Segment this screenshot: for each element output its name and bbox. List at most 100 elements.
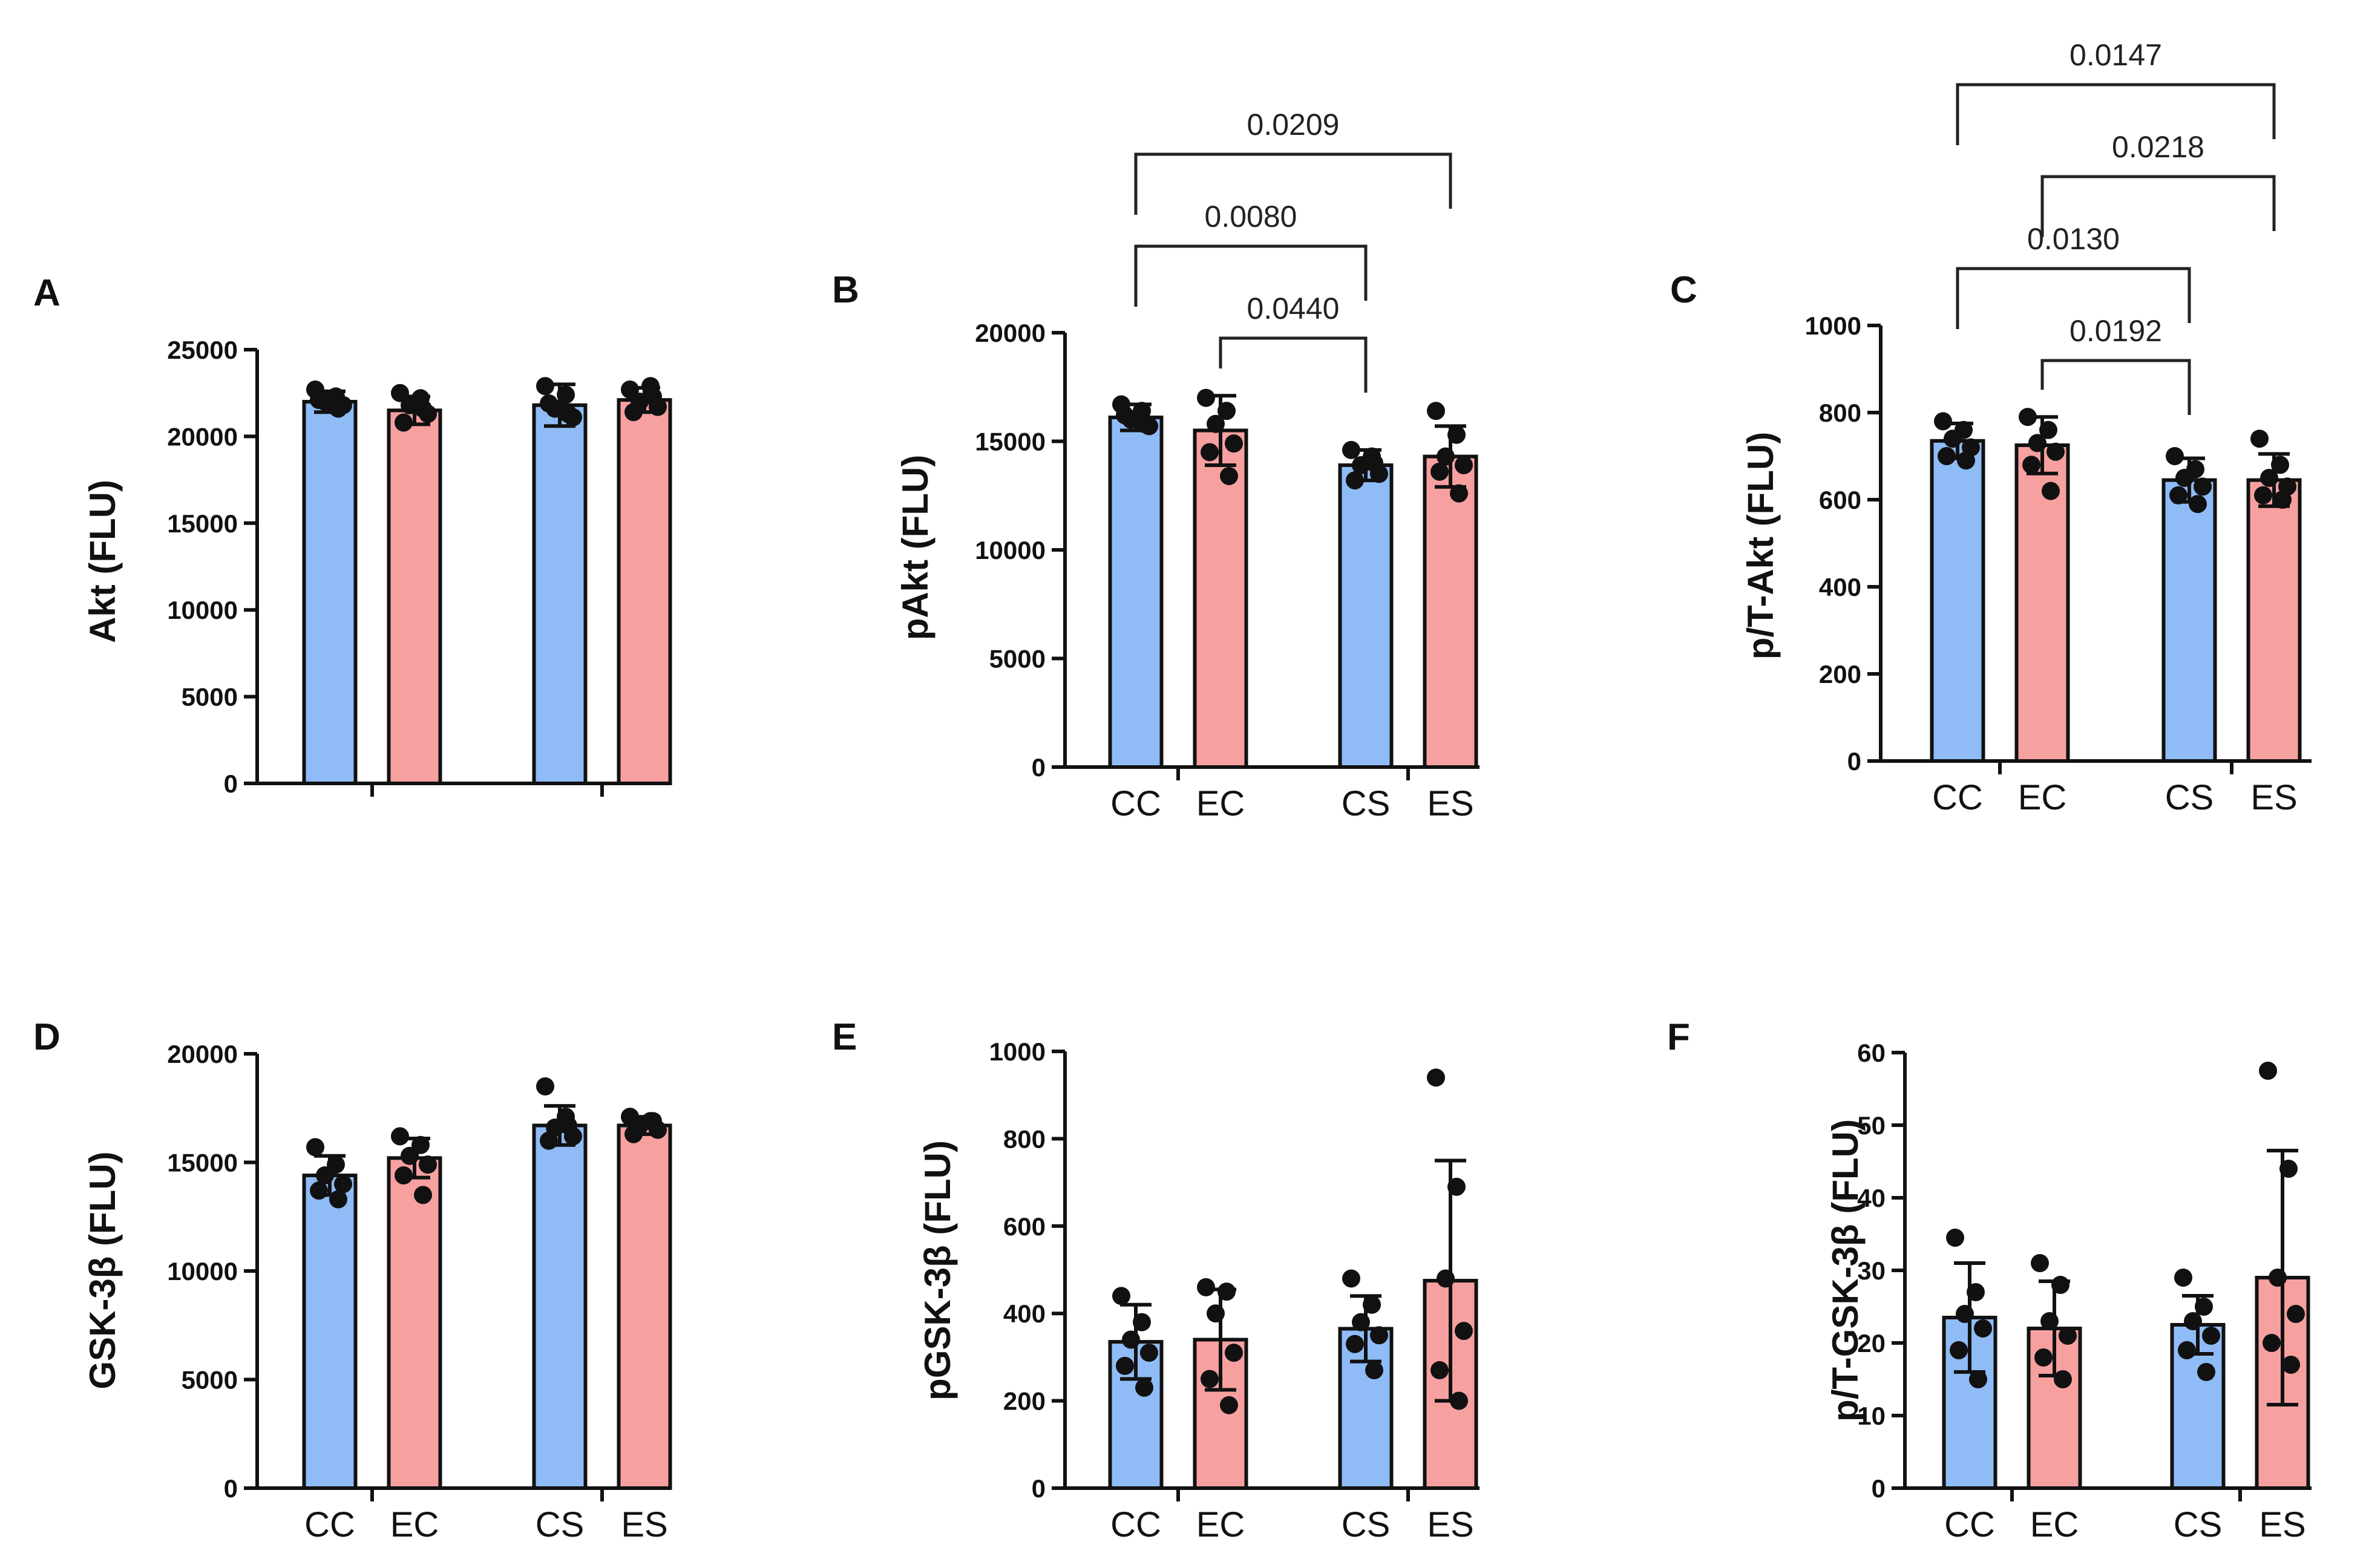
data-point-d-3-5 <box>644 1112 662 1131</box>
data-point-e-3-1 <box>1447 1177 1466 1196</box>
data-point-d-2-0 <box>536 1077 554 1096</box>
data-point-c-3-2 <box>2260 469 2278 487</box>
y-tick-label-c-2: 400 <box>1819 573 1861 601</box>
y-tick-label-f-2: 20 <box>1857 1329 1886 1357</box>
p-value-label-c-2: 0.0130 <box>2027 222 2120 256</box>
data-point-f-3-3 <box>2287 1305 2305 1323</box>
panel-f-plot: 0 10 20 30 40 50 60 CC EC CS ES <box>1857 1039 2312 1544</box>
data-point-c-3-1 <box>2271 456 2289 474</box>
data-point-c-1-2 <box>2028 434 2046 452</box>
data-point-f-1-4 <box>2034 1348 2053 1367</box>
significance-bracket-c-0 <box>1956 83 2276 145</box>
panel-d: D GSK-3β (FLU) 0 5000 10000 15000 20000 CC EC C… <box>33 1016 672 1544</box>
x-tick-label-e-cs: CS <box>1342 1505 1391 1544</box>
data-point-b-3-4 <box>1430 462 1449 481</box>
data-point-d-1-3 <box>419 1155 437 1174</box>
p-value-label-c-3: 0.0192 <box>2069 314 2162 348</box>
x-tick-label-e-es: ES <box>1427 1505 1473 1544</box>
data-point-b-3-2 <box>1437 447 1455 466</box>
data-point-d-1-2 <box>401 1146 419 1165</box>
data-point-c-1-0 <box>2019 408 2037 426</box>
y-tick-label-a-2: 10000 <box>167 596 238 624</box>
p-value-label-b-0: 0.0209 <box>1247 108 1340 142</box>
data-point-e-3-2 <box>1437 1269 1455 1288</box>
x-tick-label-f-cc: CC <box>1944 1505 1995 1544</box>
data-point-a-2-1 <box>557 385 575 404</box>
data-point-e-0-1 <box>1133 1313 1151 1331</box>
y-tick-label-e-3: 600 <box>1003 1212 1046 1241</box>
y-tick-label-b-1: 5000 <box>989 645 1046 673</box>
data-point-f-0-3 <box>1974 1319 1992 1338</box>
data-point-c-3-0 <box>2250 430 2269 448</box>
y-tick-label-c-0: 0 <box>1847 747 1861 776</box>
y-tick-label-f-6: 60 <box>1857 1039 1886 1067</box>
data-point-b-3-3 <box>1455 456 1473 474</box>
x-tick-label-c-cc: CC <box>1932 778 1983 817</box>
panel-e: E pGSK-3β (FLU) 0 200 400 600 800 1000 CC EC CS E… <box>832 1016 1480 1544</box>
bar-a-ec <box>387 408 442 785</box>
y-tick-label-d-1: 5000 <box>182 1366 238 1394</box>
y-tick-label-a-3: 15000 <box>167 509 238 538</box>
data-point-f-3-4 <box>2263 1334 2281 1352</box>
data-point-b-1-5 <box>1220 466 1238 485</box>
data-point-b-2-4 <box>1346 471 1364 490</box>
bar-c-es <box>2246 478 2302 763</box>
data-point-e-3-0 <box>1427 1068 1445 1087</box>
data-point-c-1-5 <box>2042 482 2060 500</box>
x-tick-label-e-cc: CC <box>1110 1505 1161 1544</box>
data-point-a-1-4 <box>395 413 413 432</box>
panel-f-letter: F <box>1667 1016 1690 1058</box>
data-point-c-1-3 <box>2046 442 2065 461</box>
data-point-e-0-2 <box>1122 1330 1140 1349</box>
y-tick-label-d-0: 0 <box>224 1474 238 1503</box>
data-point-a-3-5 <box>644 387 662 406</box>
panel-c-letter: C <box>1670 269 1697 311</box>
data-point-b-2-0 <box>1342 440 1360 459</box>
panel-a-letter: A <box>33 272 61 314</box>
data-point-f-0-4 <box>1950 1341 1968 1359</box>
panel-b-plot: 0 5000 10000 15000 20000 CC EC CS ES 0.0209 0.0080… <box>975 108 1480 823</box>
data-point-e-3-4 <box>1430 1361 1449 1380</box>
x-tick-label-d-cc: CC <box>304 1505 355 1544</box>
panel-f: F p/T-GSK-3β (FLU) 0 10 20 30 40 50 60 CC EC CS ES <box>1667 1016 2312 1544</box>
panel-b-y-axis-label: pAkt (FLU) <box>895 455 936 641</box>
data-point-d-0-3 <box>334 1175 352 1194</box>
data-point-b-1-4 <box>1201 443 1219 462</box>
x-tick-label-d-ec: EC <box>390 1505 439 1544</box>
data-point-f-2-4 <box>2178 1341 2196 1359</box>
panel-e-y-axis-label: pGSK-3β (FLU) <box>917 1140 958 1400</box>
data-point-a-0-4 <box>310 391 328 410</box>
x-tick-label-b-cs: CS <box>1342 784 1391 823</box>
panel-c-y-axis-label: p/T-Akt (FLU) <box>1740 432 1781 660</box>
y-tick-label-e-2: 400 <box>1003 1299 1046 1328</box>
data-point-a-2-4 <box>540 394 558 413</box>
y-tick-label-e-1: 200 <box>1003 1387 1046 1416</box>
x-tick-label-f-cs: CS <box>2174 1505 2223 1544</box>
y-tick-label-e-0: 0 <box>1032 1474 1046 1503</box>
data-point-e-2-5 <box>1365 1361 1383 1380</box>
significance-bracket-c-3 <box>2040 359 2191 415</box>
panel-d-letter: D <box>33 1016 61 1058</box>
data-point-b-2-2 <box>1352 456 1370 474</box>
bar-a-cc <box>302 400 358 785</box>
data-point-c-2-2 <box>2175 469 2194 487</box>
y-tick-label-a-1: 5000 <box>182 683 238 711</box>
y-tick-label-b-3: 15000 <box>975 428 1046 456</box>
p-value-label-b-1: 0.0080 <box>1205 200 1297 234</box>
data-point-b-3-5 <box>1450 484 1468 503</box>
data-point-c-2-3 <box>2194 477 2212 496</box>
y-tick-label-c-5: 1000 <box>1805 312 1861 340</box>
data-point-d-1-0 <box>391 1127 409 1146</box>
bar-d-cs <box>532 1123 588 1490</box>
x-tick-label-f-ec: EC <box>2030 1505 2079 1544</box>
panel-e-plot: 0 200 400 600 800 1000 CC EC CS ES <box>989 1037 1480 1544</box>
data-point-f-0-2 <box>1956 1305 1974 1323</box>
y-tick-label-e-4: 800 <box>1003 1125 1046 1153</box>
data-point-d-2-4 <box>540 1131 558 1150</box>
x-tick-label-b-ec: EC <box>1196 784 1245 823</box>
bar-c-cs <box>2161 478 2217 763</box>
data-point-e-2-2 <box>1352 1313 1370 1331</box>
data-point-b-0-4 <box>1116 406 1134 425</box>
x-tick-label-b-cc: CC <box>1110 784 1161 823</box>
